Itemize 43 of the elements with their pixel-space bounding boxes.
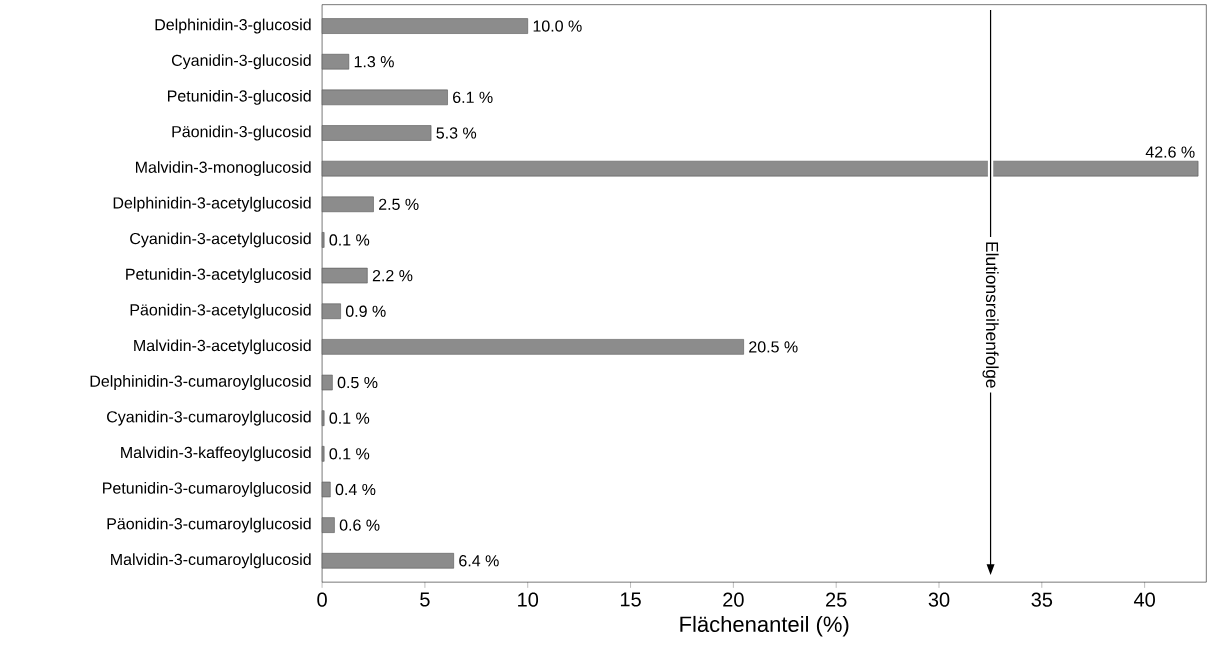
data-label: 0.4 %	[335, 483, 376, 496]
y-tick-label: Päonidin-3-glucosid	[172, 125, 311, 141]
data-label: 2.2 %	[372, 269, 413, 282]
x-tick-label: 40	[1133, 592, 1155, 607]
x-tick-label: 5	[420, 592, 430, 607]
x-tick-label: 10	[518, 592, 539, 607]
data-label: 20.5 %	[749, 341, 798, 353]
y-tick-label: Päonidin-3-acetylglucosid	[130, 303, 311, 319]
x-tick-label: 35	[1031, 592, 1053, 607]
data-label: 0.6 %	[339, 519, 380, 531]
data-label: 0.5 %	[337, 376, 378, 389]
y-tick-label: Delphinidin-3-glucosid	[155, 18, 311, 34]
y-tick-label: Petunidin-3-cumaroylglucosid	[103, 481, 311, 497]
data-label: 5.3 %	[436, 127, 477, 139]
data-label: 1.3 %	[354, 55, 394, 68]
data-label: 0.1 %	[329, 234, 370, 246]
data-label: 0.9 %	[345, 305, 386, 317]
data-label: 0.1 %	[329, 412, 370, 424]
x-tick-label: 15	[620, 592, 641, 607]
y-tick-label: Cyanidin-3-acetylglucosid	[130, 232, 311, 248]
y-tick-label: Malvidin-3-acetylglucosid	[134, 339, 311, 355]
data-label: 0.1 %	[329, 448, 370, 460]
y-tick-label: Delphinidin-3-cumaroylglucosid	[90, 375, 311, 390]
annotation: Elutionsreihenfolge	[982, 242, 999, 388]
y-tick-label: Petunidin-3-acetylglucosid	[126, 268, 311, 283]
x-tick-label: 0	[317, 592, 327, 607]
data-label: 10.0 %	[533, 20, 582, 32]
x-tick-label: 30	[928, 592, 950, 607]
data-label: 2.5 %	[379, 198, 419, 210]
y-tick-label: Malvidin-3-cumaroylglucosid	[111, 553, 311, 569]
y-tick-label: Malvidin-3-monoglucosid	[135, 161, 311, 177]
y-tick-label: Delphinidin-3-acetylglucosid	[113, 196, 311, 212]
data-label: 6.4 %	[459, 555, 499, 567]
x-tick-label: 20	[723, 592, 744, 607]
y-tick-label: Cyanidin-3-glucosid	[171, 54, 311, 70]
y-tick-label: Petunidin-3-glucosid	[167, 89, 311, 105]
y-tick-label: Malvidin-3-kaffeoylglucosid	[121, 446, 311, 462]
data-label: 6.1 %	[453, 91, 493, 103]
y-tick-label: Päonidin-3-cumaroylglucosid	[107, 517, 311, 533]
y-tick-label: Cyanidin-3-cumaroylglucosid	[107, 410, 311, 426]
x-axis-title: Flächenanteil (%)	[680, 615, 849, 637]
x-tick-label: 25	[826, 592, 847, 607]
data-label: 42.6 %	[1145, 146, 1195, 158]
